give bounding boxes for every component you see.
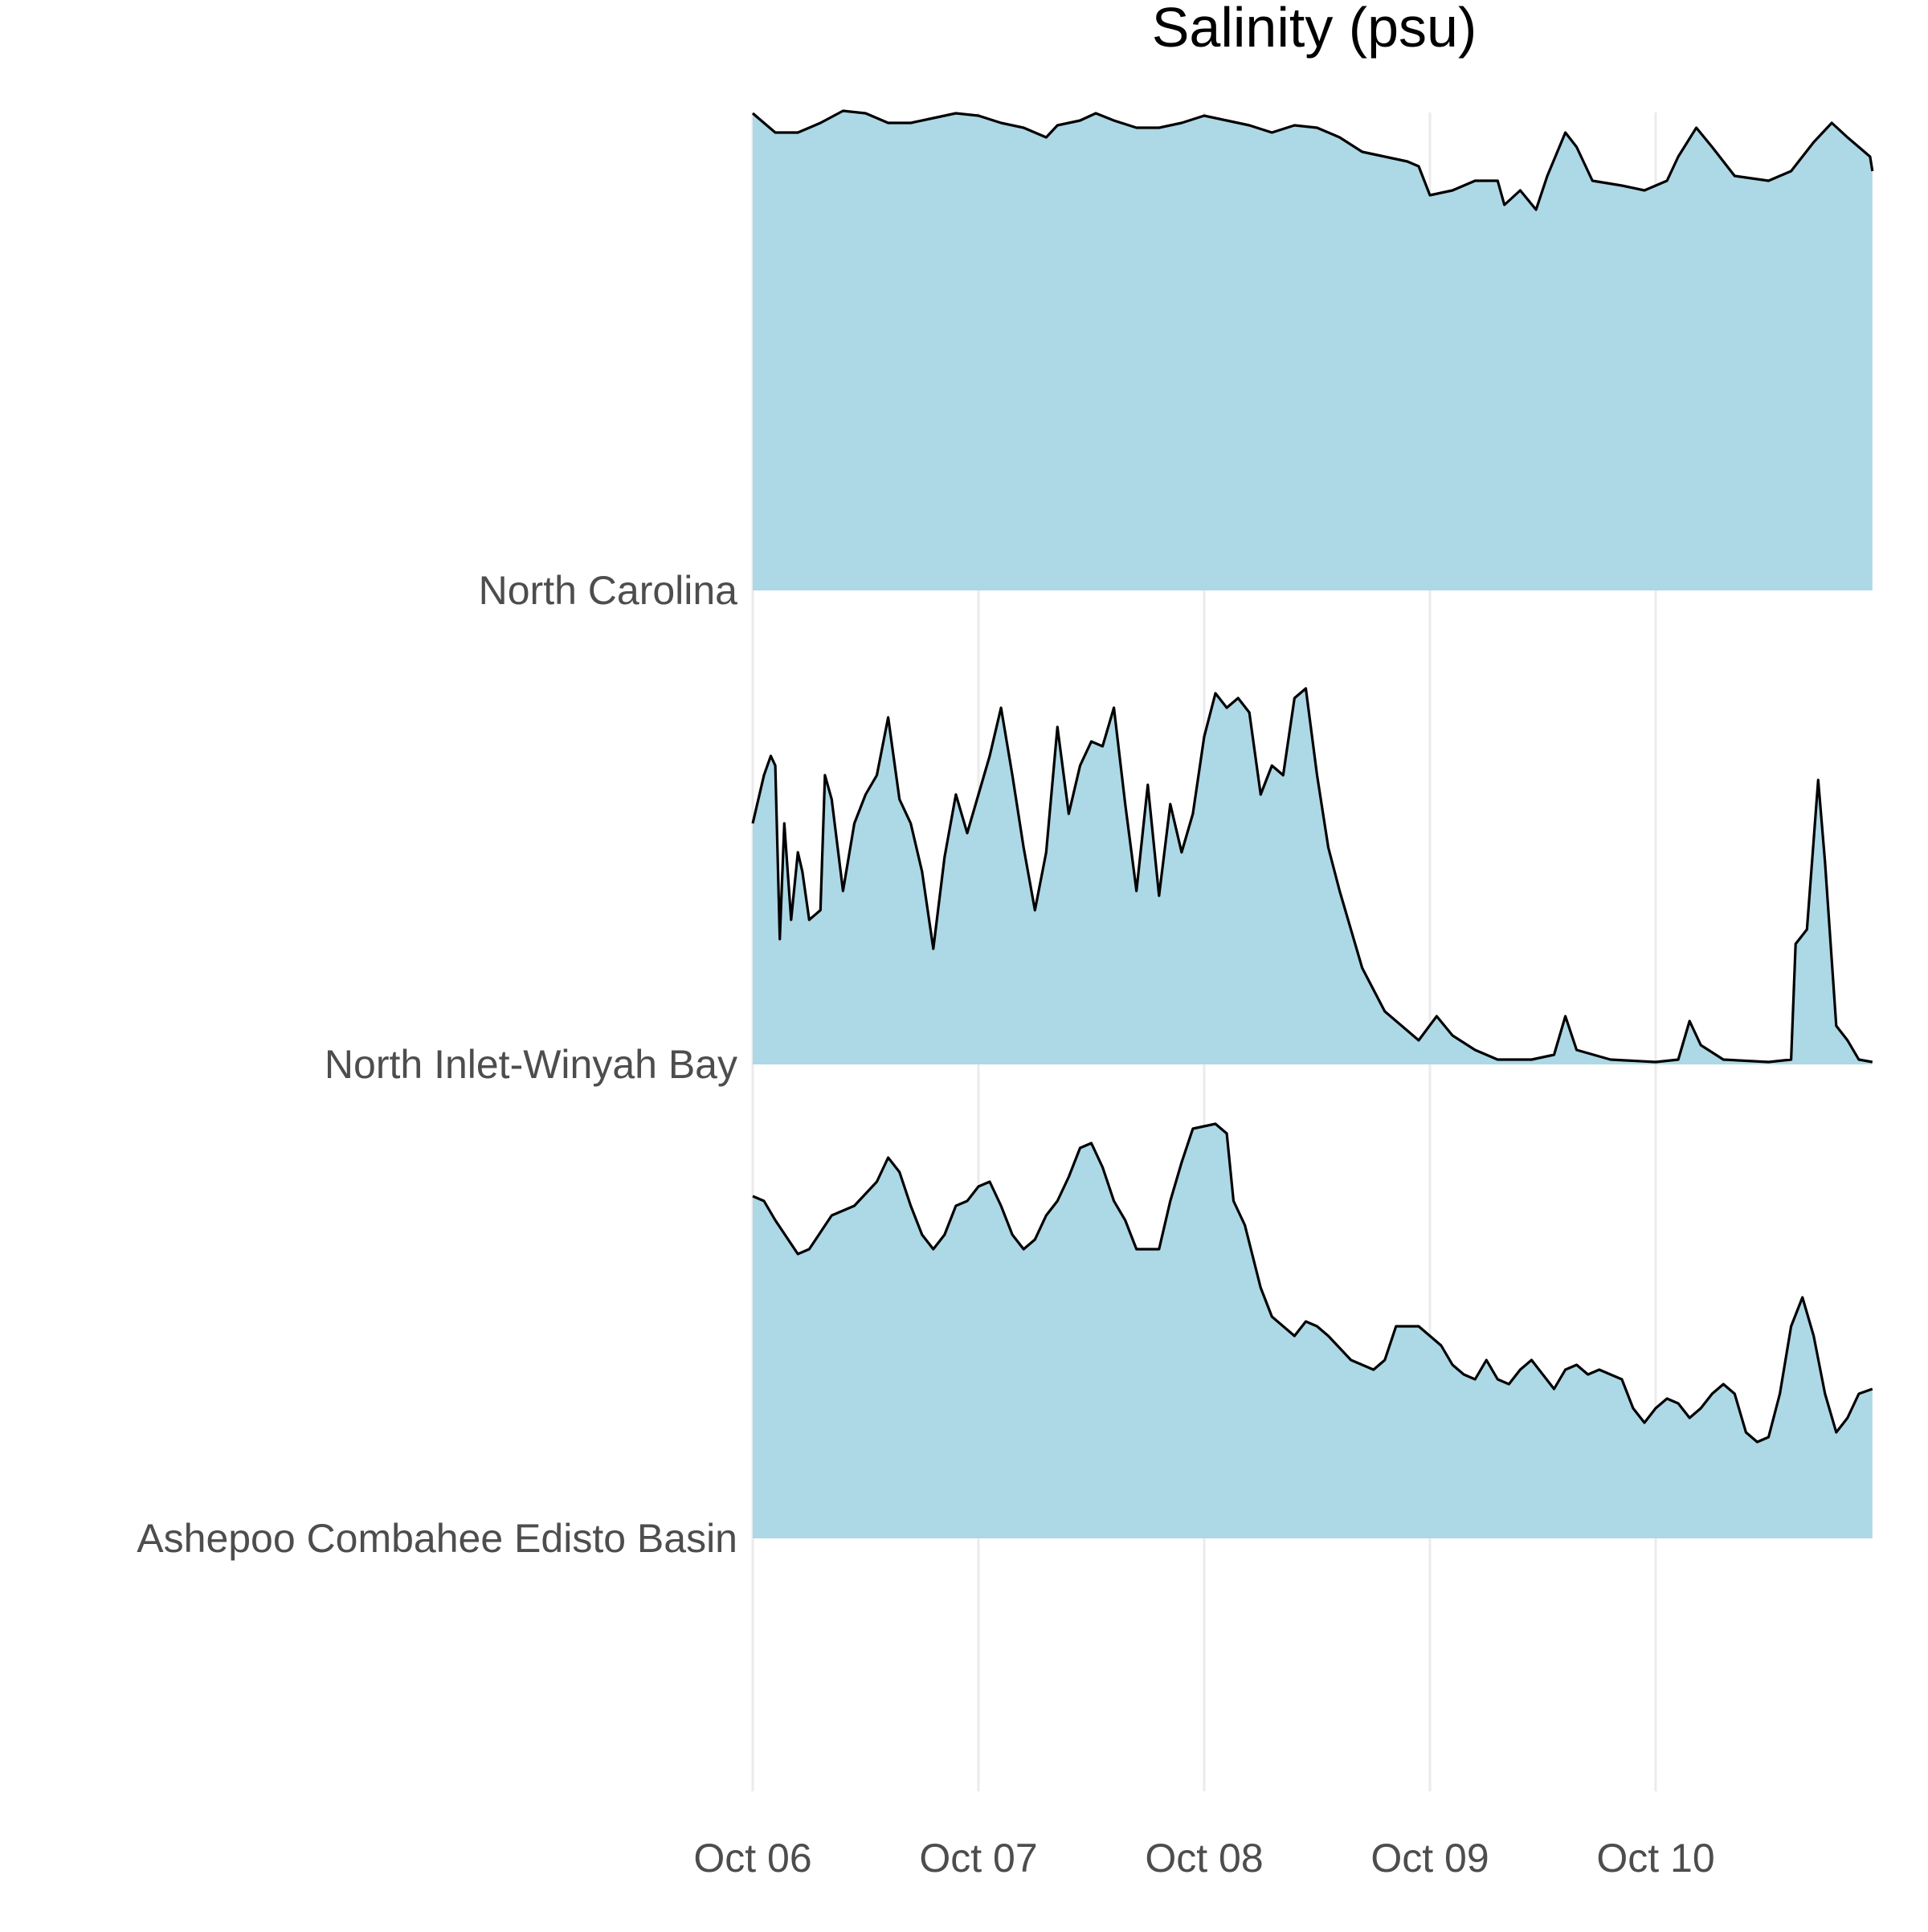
series-label: Ashepoo Combahee Edisto Basin xyxy=(137,1516,737,1561)
series-label: North Inlet-Winyah Bay xyxy=(325,1042,737,1087)
x-tick-label: Oct 08 xyxy=(1145,1836,1263,1881)
ridge-area xyxy=(753,111,1873,590)
ridge-line xyxy=(752,1122,1873,1444)
ridge-area xyxy=(753,688,1873,1064)
ridge-area xyxy=(753,1124,1873,1538)
x-tick-label: Oct 07 xyxy=(919,1836,1037,1881)
x-tick-label: Oct 09 xyxy=(1370,1836,1489,1881)
ridge-line xyxy=(751,687,1873,1064)
x-tick-label: Oct 10 xyxy=(1596,1836,1714,1881)
chart-title: Salinity (psu) xyxy=(1152,0,1477,59)
ridge-line xyxy=(751,109,1874,211)
series-label: North Carolina xyxy=(479,568,738,613)
x-axis: Oct 06 Oct 07 Oct 08 Oct 09 Oct 10 xyxy=(693,1836,1714,1881)
x-tick-label: Oct 06 xyxy=(693,1836,811,1881)
ridges-layer: North Carolina North Inlet-Winyah Bay Ashe… xyxy=(137,109,1874,1561)
